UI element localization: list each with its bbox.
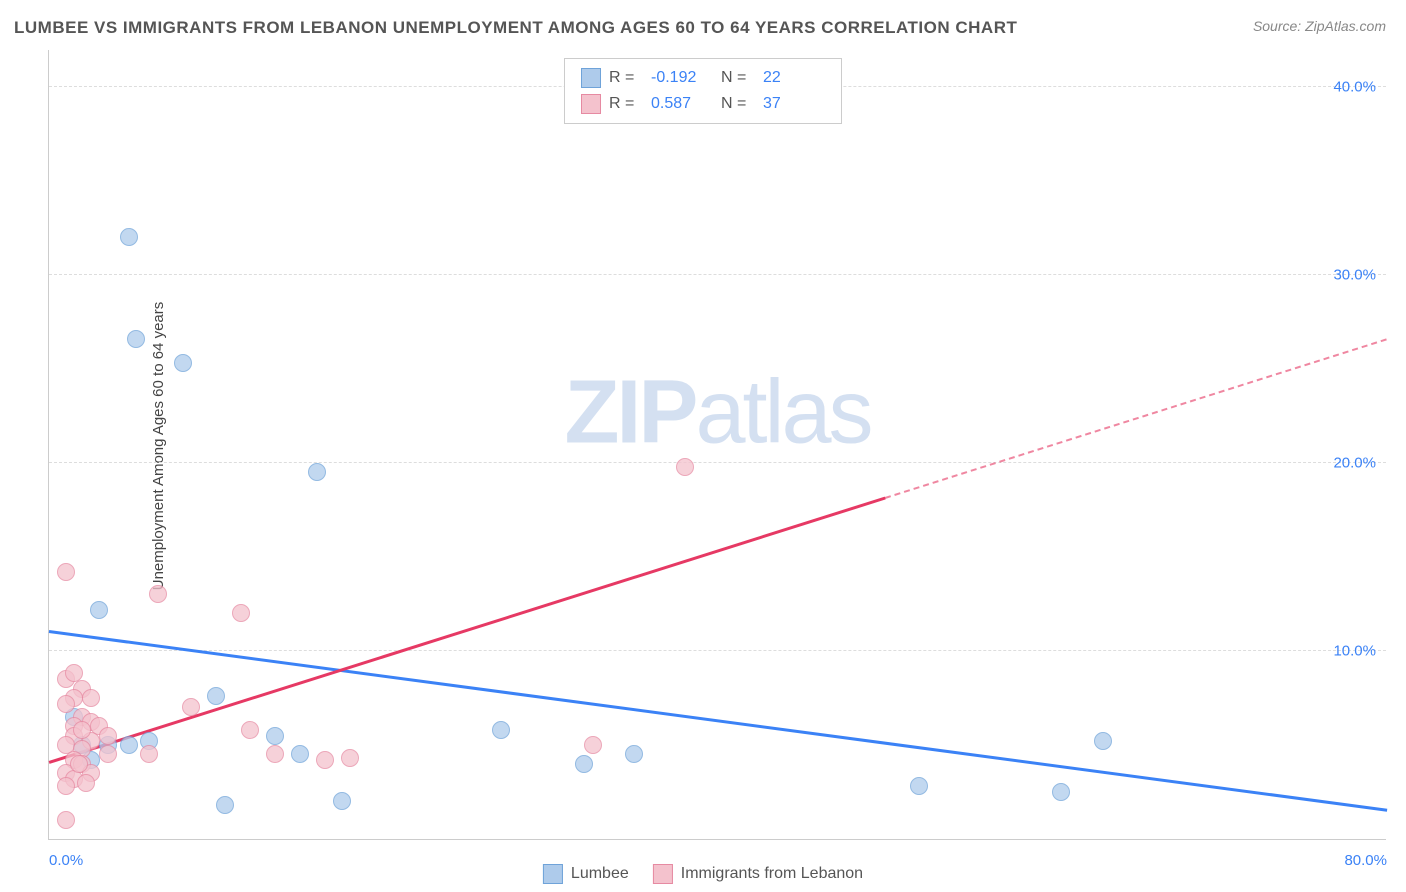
data-point [1052,783,1070,801]
data-point [82,689,100,707]
y-tick-label: 20.0% [1333,454,1376,471]
data-point [241,721,259,739]
data-point [99,727,117,745]
legend-swatch [581,94,601,114]
y-tick-label: 30.0% [1333,266,1376,283]
trend-line-dashed [885,339,1387,500]
stat-r-label: R = [609,95,643,113]
legend-label: Immigrants from Lebanon [681,865,863,883]
legend-swatch [543,864,563,884]
stats-legend: R = -0.192 N = 22 R = 0.587 N = 37 [564,58,842,124]
data-point [575,755,593,773]
chart-title: LUMBEE VS IMMIGRANTS FROM LEBANON UNEMPL… [14,18,1017,38]
x-tick-label: 0.0% [49,852,83,869]
data-point [266,727,284,745]
data-point [73,721,91,739]
legend-swatch [581,68,601,88]
data-point [120,228,138,246]
data-point [90,601,108,619]
data-point [291,745,309,763]
stat-n-value: 22 [763,69,825,87]
data-point [99,745,117,763]
legend-item: Lumbee [543,864,629,884]
data-point [333,792,351,810]
stat-n-label: N = [721,95,755,113]
stat-r-value: -0.192 [651,69,713,87]
data-point [57,811,75,829]
source-attribution: Source: ZipAtlas.com [1253,18,1386,34]
legend-item: Immigrants from Lebanon [653,864,863,884]
data-point [174,354,192,372]
data-point [316,751,334,769]
data-point [676,458,694,476]
data-point [182,698,200,716]
data-point [232,604,250,622]
legend-swatch [653,864,673,884]
data-point [140,745,158,763]
data-point [625,745,643,763]
plot-area: ZIPatlas 10.0%20.0%30.0%40.0%0.0%80.0% [48,50,1386,840]
trend-line [49,497,886,764]
data-point [57,563,75,581]
series-legend: Lumbee Immigrants from Lebanon [543,864,863,884]
data-point [77,774,95,792]
stats-row: R = -0.192 N = 22 [581,65,825,91]
data-point [216,796,234,814]
data-point [910,777,928,795]
gridline [49,650,1386,651]
data-point [57,777,75,795]
stat-n-label: N = [721,69,755,87]
data-point [308,463,326,481]
data-point [492,721,510,739]
y-tick-label: 40.0% [1333,78,1376,95]
watermark: ZIPatlas [564,361,870,464]
data-point [127,330,145,348]
data-point [266,745,284,763]
gridline [49,462,1386,463]
stat-r-value: 0.587 [651,95,713,113]
data-point [207,687,225,705]
data-point [1094,732,1112,750]
gridline [49,274,1386,275]
legend-label: Lumbee [571,865,629,883]
stat-r-label: R = [609,69,643,87]
correlation-chart: LUMBEE VS IMMIGRANTS FROM LEBANON UNEMPL… [0,0,1406,892]
y-tick-label: 10.0% [1333,642,1376,659]
stats-row: R = 0.587 N = 37 [581,91,825,117]
data-point [149,585,167,603]
data-point [584,736,602,754]
data-point [341,749,359,767]
x-tick-label: 80.0% [1344,852,1387,869]
data-point [120,736,138,754]
data-point [70,755,88,773]
data-point [57,695,75,713]
stat-n-value: 37 [763,95,825,113]
